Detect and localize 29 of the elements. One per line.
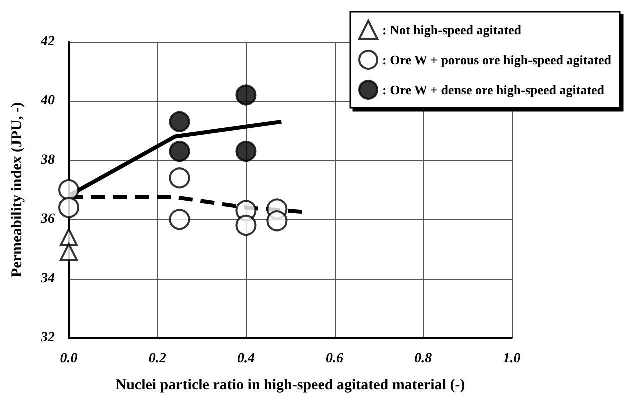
legend-label: : Ore W + porous ore high-speed agitated xyxy=(382,52,612,68)
y-tick-label: 36 xyxy=(40,212,55,228)
y-tick-label: 40 xyxy=(40,94,55,109)
y-axis-title: Permeability index (JPU, -) xyxy=(10,102,26,278)
legend-label: : Not high-speed agitated xyxy=(382,22,522,38)
point xyxy=(58,197,80,218)
y-tick-label: 38 xyxy=(40,152,55,168)
point xyxy=(58,180,80,200)
legend-label: : Ore W + dense ore high-speed agitated xyxy=(382,82,606,98)
point xyxy=(169,168,190,189)
y-tick-label: 42 xyxy=(40,34,55,50)
point xyxy=(236,215,257,236)
point xyxy=(236,141,257,162)
point xyxy=(60,228,78,246)
x-tick-label: 0.8 xyxy=(414,352,432,366)
point xyxy=(169,209,190,230)
x-tick-label: 0.4 xyxy=(237,352,255,366)
point xyxy=(236,84,257,106)
y-tick-label: 34 xyxy=(40,271,55,286)
x-tick-label: 0.2 xyxy=(148,352,166,366)
x-tick-label: 0.6 xyxy=(326,352,344,366)
x-tick-label: 0.0 xyxy=(60,352,78,366)
x-tick-label: 1.0 xyxy=(503,352,521,366)
point xyxy=(266,210,288,232)
y-tick-label: 32 xyxy=(40,330,55,346)
point xyxy=(60,243,78,262)
point xyxy=(169,141,190,162)
point xyxy=(169,111,190,132)
x-axis-title: Nuclei particle ratio in high-speed agitated material (-) xyxy=(116,378,466,394)
